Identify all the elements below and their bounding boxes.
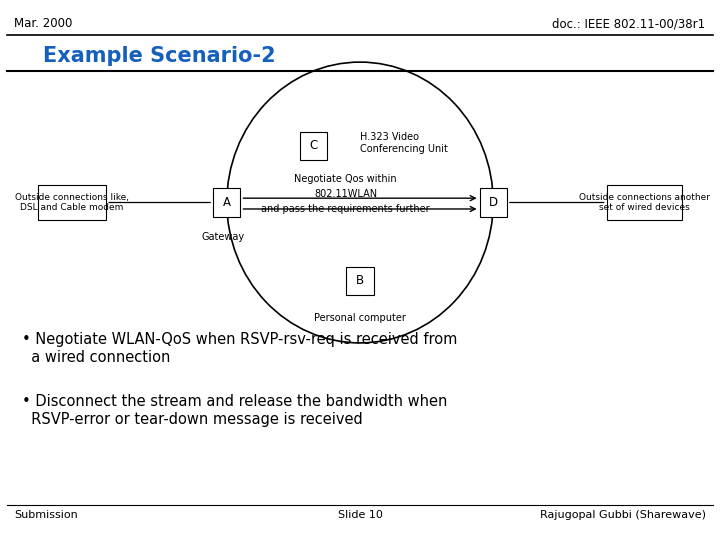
Text: Gateway: Gateway bbox=[202, 232, 245, 242]
Text: Mar. 2000: Mar. 2000 bbox=[14, 17, 73, 30]
FancyBboxPatch shape bbox=[606, 185, 683, 220]
Text: doc.: IEEE 802.11-00/38r1: doc.: IEEE 802.11-00/38r1 bbox=[552, 17, 706, 30]
Text: A: A bbox=[222, 196, 231, 209]
FancyBboxPatch shape bbox=[480, 188, 507, 217]
Text: Slide 10: Slide 10 bbox=[338, 510, 382, 521]
Text: Example Scenario-2: Example Scenario-2 bbox=[43, 46, 276, 66]
Text: Submission: Submission bbox=[14, 510, 78, 521]
Text: Rajugopal Gubbi (Sharewave): Rajugopal Gubbi (Sharewave) bbox=[539, 510, 706, 521]
Text: 802.11WLAN: 802.11WLAN bbox=[314, 188, 377, 199]
Text: Outside connections another
set of wired devices: Outside connections another set of wired… bbox=[579, 193, 710, 212]
Text: C: C bbox=[309, 139, 318, 152]
FancyBboxPatch shape bbox=[300, 132, 327, 160]
Text: • Negotiate WLAN-QoS when RSVP-rsv-req is received from
  a wired connection: • Negotiate WLAN-QoS when RSVP-rsv-req i… bbox=[22, 332, 457, 365]
Text: Outside connections like,
DSL and Cable modem: Outside connections like, DSL and Cable … bbox=[15, 193, 129, 212]
Text: Negotiate Qos within: Negotiate Qos within bbox=[294, 173, 397, 184]
Text: D: D bbox=[489, 196, 498, 209]
Text: B: B bbox=[356, 274, 364, 287]
Text: H.323 Video
Conferencing Unit: H.323 Video Conferencing Unit bbox=[360, 132, 448, 154]
FancyBboxPatch shape bbox=[213, 188, 240, 217]
FancyBboxPatch shape bbox=[38, 185, 107, 220]
Text: Personal computer: Personal computer bbox=[314, 313, 406, 323]
FancyBboxPatch shape bbox=[346, 267, 374, 295]
Text: and pass the requirements further: and pass the requirements further bbox=[261, 204, 430, 214]
Text: • Disconnect the stream and release the bandwidth when
  RSVP-error or tear-down: • Disconnect the stream and release the … bbox=[22, 394, 447, 427]
